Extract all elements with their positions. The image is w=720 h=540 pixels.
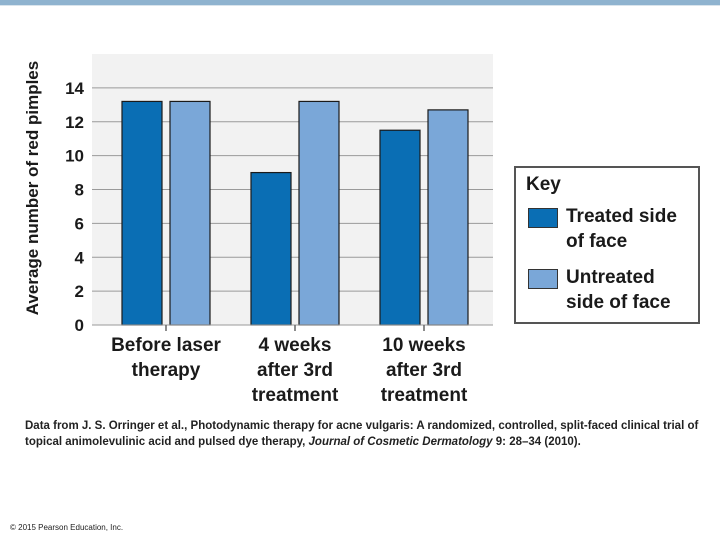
y-tick-label: 14 — [65, 79, 84, 98]
legend-label-untreated-line2: side of face — [566, 292, 671, 313]
x-tick-label-line: 10 weeks — [382, 335, 465, 356]
legend-label-untreated-line1: Untreated — [566, 267, 655, 288]
y-tick-label: 2 — [75, 282, 84, 301]
x-tick-label-line: after 3rd — [257, 360, 333, 381]
legend-swatch-untreated — [528, 269, 558, 289]
bar-untreated — [427, 109, 469, 326]
x-tick-label-line: Before laser — [111, 335, 221, 356]
x-tick-label-line: therapy — [132, 360, 201, 381]
x-tick-label-line: after 3rd — [386, 360, 462, 381]
legend-label-untreated: Untreated side of face — [566, 265, 698, 315]
legend-label-treated-line2: of face — [566, 231, 628, 252]
source-suffix: 9: 28–34 (2010). — [492, 436, 581, 448]
chart-legend: Key Treated side of face Untreated side … — [514, 166, 700, 324]
y-tick-label: 8 — [75, 181, 84, 200]
bar-untreated — [169, 100, 211, 326]
y-tick-label: 4 — [75, 248, 85, 267]
bar-chart: 0 2 4 6 8 10 12 14 Before laser therapy 4 weeks aft… — [23, 54, 493, 406]
y-tick-label: 12 — [65, 113, 84, 132]
bar-untreated — [298, 100, 340, 326]
top-rule-shadow — [0, 5, 720, 6]
bar-treated — [250, 171, 292, 326]
y-tick-label: 6 — [75, 214, 84, 233]
legend-label-treated-line1: Treated side — [566, 206, 677, 227]
x-tick-label-line: treatment — [252, 385, 339, 406]
legend-label-treated: Treated side of face — [566, 204, 698, 254]
copyright: © 2015 Pearson Education, Inc. — [10, 523, 124, 532]
x-tick-label-line: treatment — [381, 385, 468, 406]
source-journal: Journal of Cosmetic Dermatology — [308, 436, 493, 448]
y-axis-label: Average number of red pimples — [23, 61, 42, 315]
source-prefix: Data from J. S. Orringer et al., Photody… — [25, 420, 699, 448]
legend-swatch-treated — [528, 208, 558, 228]
x-tick-label: Before laser therapy — [111, 335, 221, 381]
x-tick-label: 4 weeks after 3rd treatment — [252, 335, 339, 406]
top-rule — [0, 0, 720, 5]
y-tick-label: 0 — [75, 316, 84, 335]
y-tick-label: 10 — [65, 147, 84, 166]
x-tick-label: 10 weeks after 3rd treatment — [381, 335, 468, 406]
source-citation: Data from J. S. Orringer et al., Photody… — [25, 418, 705, 450]
legend-title: Key — [526, 174, 561, 195]
x-tick-label-line: 4 weeks — [259, 335, 332, 356]
bar-treated — [121, 100, 163, 326]
bar-treated — [379, 129, 421, 326]
